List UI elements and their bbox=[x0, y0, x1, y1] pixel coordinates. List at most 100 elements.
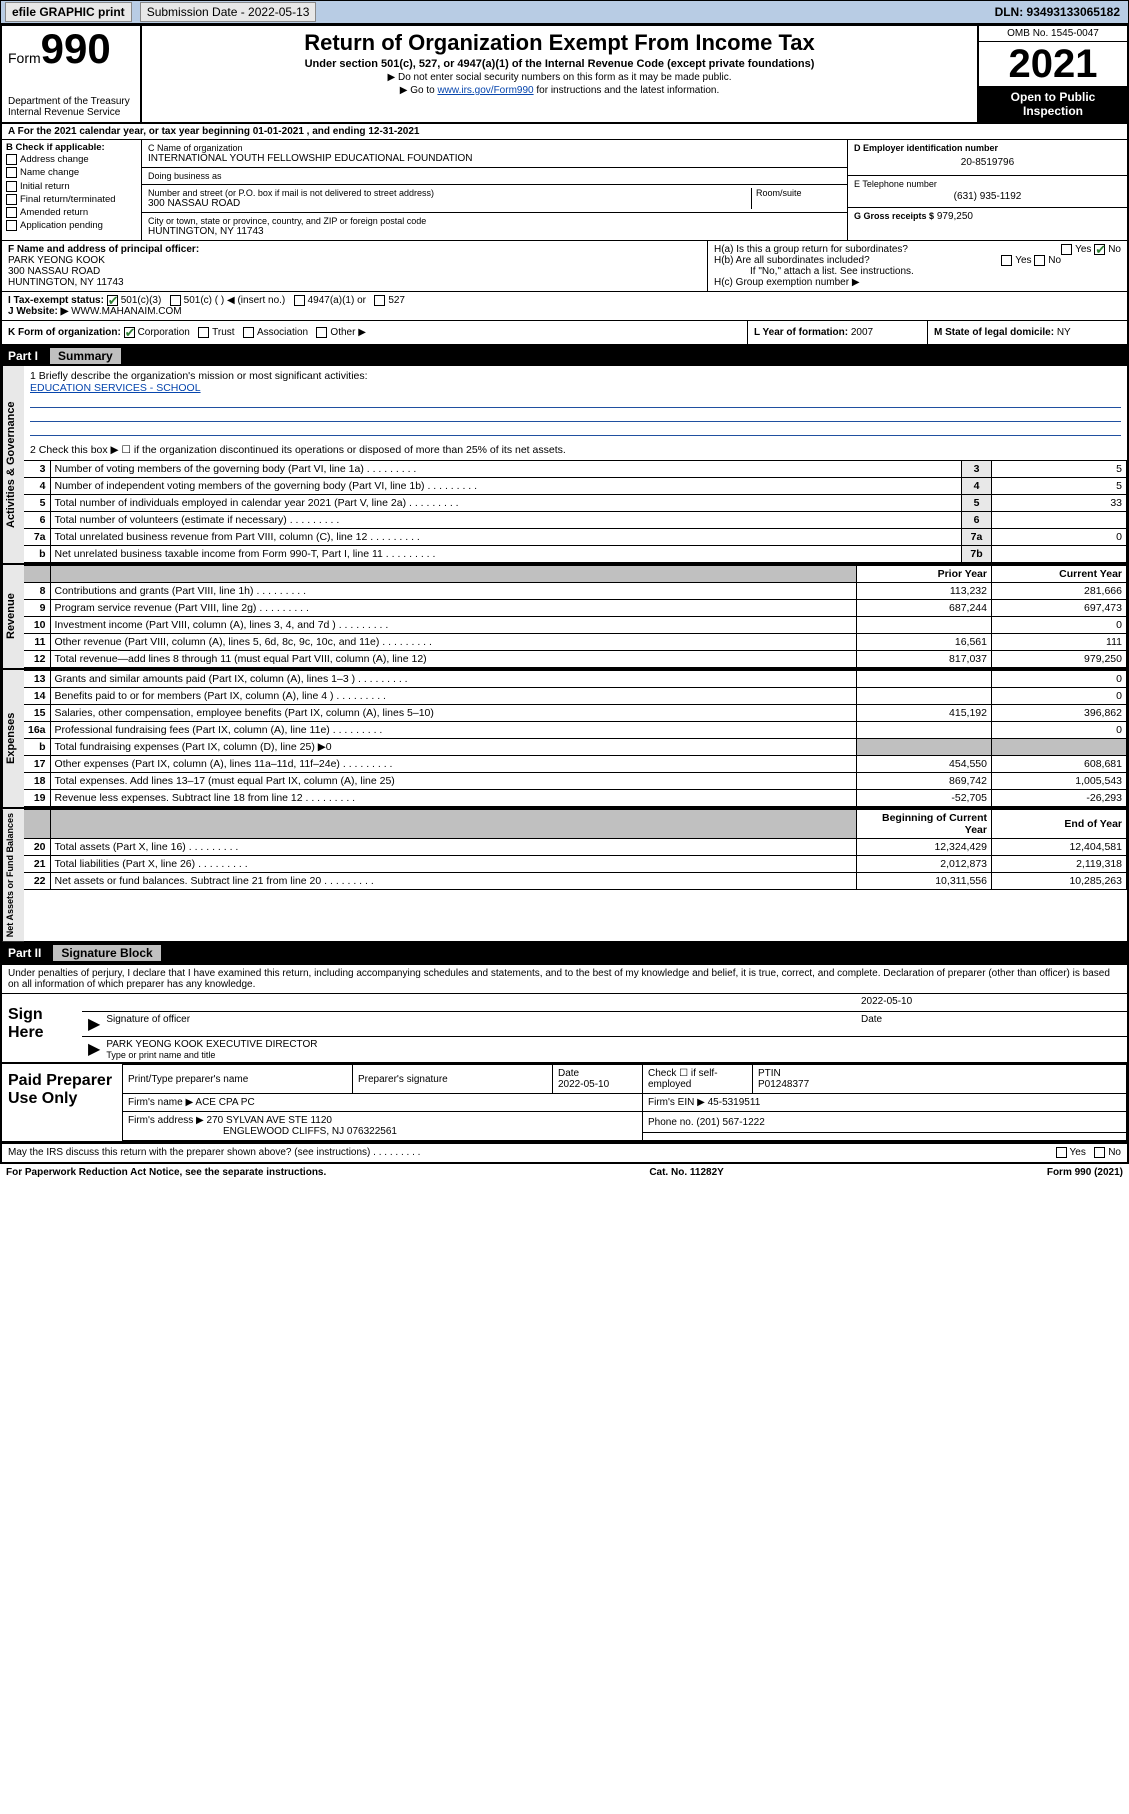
city-label: City or town, state or province, country… bbox=[148, 216, 841, 226]
arrow-icon: ▶ bbox=[88, 1039, 100, 1060]
table-row: Firm's name ▶ ACE CPA PC Firm's EIN ▶ 45… bbox=[123, 1094, 1127, 1112]
cb-527[interactable] bbox=[374, 295, 385, 306]
website-label: J Website: ▶ bbox=[8, 306, 68, 317]
omb-number: OMB No. 1545-0047 bbox=[979, 26, 1127, 42]
cb-other[interactable] bbox=[316, 327, 327, 338]
self-employed-check[interactable]: Check ☐ if self-employed bbox=[643, 1065, 753, 1094]
ha-no[interactable] bbox=[1094, 244, 1105, 255]
part2-label: Part II bbox=[8, 946, 41, 960]
cb-name-change[interactable]: Name change bbox=[6, 166, 137, 179]
block-deg: D Employer identification number 20-8519… bbox=[847, 140, 1127, 240]
cb-501c[interactable] bbox=[170, 295, 181, 306]
perjury-declaration: Under penalties of perjury, I declare th… bbox=[2, 963, 1127, 993]
table-row: 9Program service revenue (Part VIII, lin… bbox=[24, 600, 1127, 617]
website-value: WWW.MAHANAIM.COM bbox=[71, 306, 182, 317]
table-row: 12Total revenue—add lines 8 through 11 (… bbox=[24, 651, 1127, 668]
open-to-public: Open to Public Inspection bbox=[979, 86, 1127, 122]
cb-amended-return[interactable]: Amended return bbox=[6, 206, 137, 219]
netassets-section: Net Assets or Fund Balances Beginning of… bbox=[2, 809, 1127, 943]
cb-corporation[interactable] bbox=[124, 327, 135, 338]
form-reference: Form 990 (2021) bbox=[1047, 1167, 1123, 1178]
hc-label: H(c) Group exemption number ▶ bbox=[714, 277, 1121, 288]
row-klm: K Form of organization: Corporation Trus… bbox=[2, 321, 1127, 346]
discuss-yes[interactable] bbox=[1056, 1147, 1067, 1158]
officer-name: PARK YEONG KOOK bbox=[8, 255, 701, 266]
goto-pre: ▶ Go to bbox=[400, 85, 438, 96]
officer-label: F Name and address of principal officer: bbox=[8, 244, 701, 255]
table-row: 8Contributions and grants (Part VIII, li… bbox=[24, 583, 1127, 600]
name-title-label: Type or print name and title bbox=[106, 1050, 1121, 1060]
cb-final-return[interactable]: Final return/terminated bbox=[6, 193, 137, 206]
sig-date-value: 2022-05-10 bbox=[861, 996, 1121, 1009]
form-990-container: Form990 Department of the Treasury Inter… bbox=[0, 24, 1129, 1164]
form-number: Form990 bbox=[8, 30, 134, 68]
cb-initial-return[interactable]: Initial return bbox=[6, 180, 137, 193]
ssn-note: ▶ Do not enter social security numbers o… bbox=[148, 72, 971, 83]
officer-street: 300 NASSAU ROAD bbox=[8, 266, 701, 277]
form-title: Return of Organization Exempt From Incom… bbox=[148, 30, 971, 56]
discuss-row: May the IRS discuss this return with the… bbox=[2, 1143, 1127, 1161]
hb-note: If "No," attach a list. See instructions… bbox=[714, 266, 1121, 277]
open-line1: Open to Public bbox=[981, 90, 1125, 104]
revenue-table: Prior YearCurrent Year 8Contributions an… bbox=[24, 565, 1127, 668]
table-row: 10Investment income (Part VIII, column (… bbox=[24, 617, 1127, 634]
table-row: 4Number of independent voting members of… bbox=[24, 478, 1127, 495]
row-k: K Form of organization: Corporation Trus… bbox=[2, 321, 747, 344]
table-row: 21Total liabilities (Part X, line 26)2,0… bbox=[24, 856, 1127, 873]
part1-header: Part I Summary bbox=[2, 346, 1127, 366]
hb-no[interactable] bbox=[1034, 255, 1045, 266]
form-subtitle: Under section 501(c), 527, or 4947(a)(1)… bbox=[148, 58, 971, 70]
blocks-bcdefg: B Check if applicable: Address change Na… bbox=[2, 140, 1127, 241]
tax-exempt-label: I Tax-exempt status: bbox=[8, 295, 104, 306]
table-row: 7aTotal unrelated business revenue from … bbox=[24, 529, 1127, 546]
firm-name-cell: Firm's name ▶ ACE CPA PC bbox=[123, 1094, 643, 1112]
part2-header: Part II Signature Block bbox=[2, 943, 1127, 963]
table-row: 14Benefits paid to or for members (Part … bbox=[24, 688, 1127, 705]
org-name: INTERNATIONAL YOUTH FELLOWSHIP EDUCATION… bbox=[148, 153, 841, 164]
paid-preparer-label: Paid Preparer Use Only bbox=[2, 1064, 122, 1141]
cat-number: Cat. No. 11282Y bbox=[649, 1167, 723, 1178]
sign-here-label: Sign Here bbox=[2, 994, 82, 1062]
cb-trust[interactable] bbox=[198, 327, 209, 338]
table-row: 16aProfessional fundraising fees (Part I… bbox=[24, 722, 1127, 739]
current-year-header: Current Year bbox=[992, 566, 1127, 583]
street-label: Number and street (or P.O. box if mail i… bbox=[148, 188, 751, 198]
hb-yes[interactable] bbox=[1001, 255, 1012, 266]
block-f: F Name and address of principal officer:… bbox=[2, 241, 707, 291]
dln-label: DLN: 93493133065182 bbox=[987, 3, 1128, 21]
cb-address-change[interactable]: Address change bbox=[6, 153, 137, 166]
header-left-box: Form990 Department of the Treasury Inter… bbox=[2, 26, 142, 122]
gross-receipts-label: G Gross receipts $ bbox=[854, 211, 934, 221]
end-year-header: End of Year bbox=[992, 810, 1127, 839]
expenses-section: Expenses 13Grants and similar amounts pa… bbox=[2, 670, 1127, 809]
cb-association[interactable] bbox=[243, 327, 254, 338]
pra-notice: For Paperwork Reduction Act Notice, see … bbox=[6, 1167, 326, 1178]
table-row: 6Total number of volunteers (estimate if… bbox=[24, 512, 1127, 529]
irs-form990-link[interactable]: www.irs.gov/Form990 bbox=[437, 85, 533, 96]
discuss-no[interactable] bbox=[1094, 1147, 1105, 1158]
block-b-title: B Check if applicable: bbox=[6, 142, 137, 153]
mission-label: 1 Briefly describe the organization's mi… bbox=[30, 370, 1121, 382]
paid-preparer-block: Paid Preparer Use Only Print/Type prepar… bbox=[2, 1062, 1127, 1143]
efile-graphic-button[interactable]: efile GRAPHIC print bbox=[5, 2, 132, 22]
cb-application-pending[interactable]: Application pending bbox=[6, 219, 137, 232]
arrow-icon: ▶ bbox=[88, 1014, 100, 1034]
dept-treasury: Department of the Treasury bbox=[8, 96, 134, 107]
hb-label: H(b) Are all subordinates included? bbox=[714, 255, 870, 266]
form-header: Form990 Department of the Treasury Inter… bbox=[2, 26, 1127, 124]
expenses-vert-label: Expenses bbox=[2, 670, 24, 807]
calendar-year-row: A For the 2021 calendar year, or tax yea… bbox=[2, 124, 1127, 140]
form-org-label: K Form of organization: bbox=[8, 327, 121, 338]
cb-4947[interactable] bbox=[294, 295, 305, 306]
submission-date-field: Submission Date - 2022-05-13 bbox=[140, 2, 317, 22]
year-formation-value: 2007 bbox=[851, 327, 873, 338]
prior-year-header: Prior Year bbox=[857, 566, 992, 583]
cb-501c3[interactable] bbox=[107, 295, 118, 306]
ha-yes[interactable] bbox=[1061, 244, 1072, 255]
block-c: C Name of organization INTERNATIONAL YOU… bbox=[142, 140, 847, 240]
efile-topbar: efile GRAPHIC print Submission Date - 20… bbox=[0, 0, 1129, 24]
block-b: B Check if applicable: Address change Na… bbox=[2, 140, 142, 240]
sig-officer-label: Signature of officer bbox=[106, 1014, 861, 1034]
table-row: 22Net assets or fund balances. Subtract … bbox=[24, 873, 1127, 890]
ha-label: H(a) Is this a group return for subordin… bbox=[714, 244, 908, 255]
